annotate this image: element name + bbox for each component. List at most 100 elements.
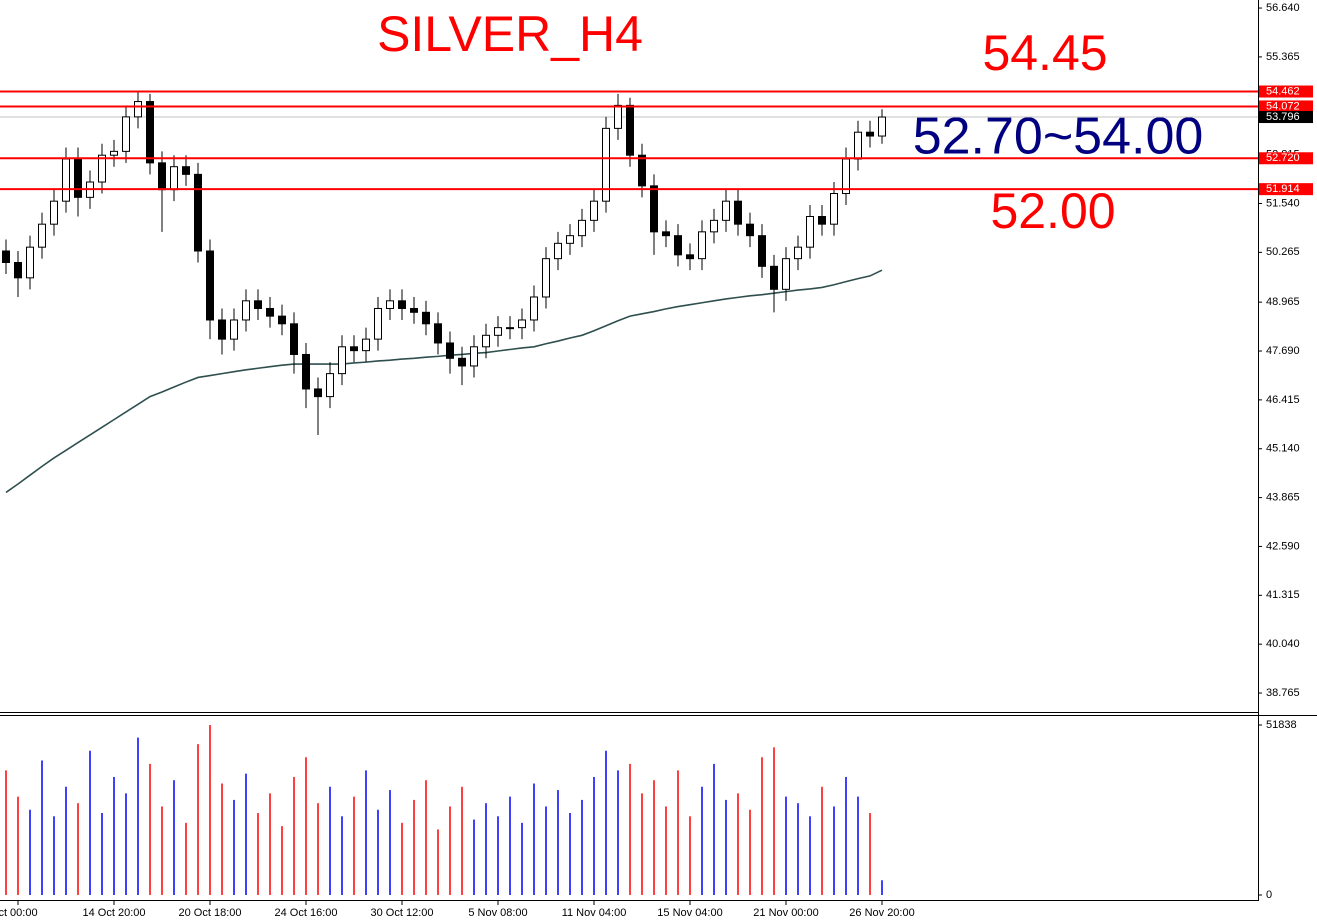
chart-title: SILVER_H4: [377, 6, 643, 62]
y-tick-label: 51.540: [1266, 197, 1300, 209]
candle-body: [158, 162, 166, 191]
candle-body: [458, 357, 466, 367]
candle-body: [374, 307, 382, 340]
candle-body: [326, 373, 334, 398]
level-label: 51.914: [1266, 183, 1300, 195]
candle-body: [362, 338, 370, 352]
candle-body: [182, 166, 190, 175]
candle-body: [674, 235, 682, 256]
candle-body: [566, 235, 574, 244]
candle-body: [494, 327, 502, 336]
y-tick-label: 42.590: [1266, 540, 1300, 552]
x-tick-label: 21 Nov 00:00: [753, 907, 818, 919]
y-tick-label: 45.140: [1266, 443, 1300, 455]
level-label: 54.072: [1266, 100, 1300, 112]
candle-body: [554, 242, 562, 260]
candle-body: [146, 101, 154, 164]
level-label-box: [1259, 152, 1313, 165]
annotation: 52.00: [990, 183, 1115, 239]
candle-body: [854, 131, 862, 160]
candle-body: [290, 323, 298, 355]
candle-body: [338, 346, 346, 375]
x-tick-label: 24 Oct 16:00: [275, 907, 338, 919]
candle-body: [710, 219, 718, 233]
candle-body: [206, 250, 214, 321]
candle-body: [170, 166, 178, 191]
candle-body: [698, 231, 706, 260]
candle-body: [26, 246, 34, 279]
candle-body: [74, 158, 82, 198]
candle-body: [818, 216, 826, 225]
volume-tick-label: 51838: [1266, 719, 1297, 731]
current-price-label: 53.796: [1266, 111, 1300, 123]
candle-body: [134, 101, 142, 118]
x-tick-label: 5 Nov 08:00: [468, 907, 527, 919]
candle-body: [506, 327, 514, 330]
x-tick-label: ct 00:00: [0, 907, 38, 919]
candle-body: [614, 104, 622, 129]
candle-body: [686, 254, 694, 260]
level-label: 52.720: [1266, 152, 1300, 164]
candle-body: [242, 300, 250, 321]
level-label-box: [1259, 85, 1313, 98]
current-price-box: [1259, 111, 1313, 124]
candle-body: [770, 265, 778, 290]
candle-body: [398, 300, 406, 309]
level-label-box: [1259, 183, 1313, 196]
candle-body: [794, 246, 802, 260]
candle-body: [638, 154, 646, 187]
candle-body: [758, 235, 766, 267]
candle-body: [266, 307, 274, 317]
y-tick-label: 56.640: [1266, 2, 1300, 14]
candle-body: [62, 158, 70, 202]
candle-body: [734, 200, 742, 225]
candle-body: [470, 346, 478, 367]
candle-body: [662, 231, 670, 237]
y-tick-label: 43.865: [1266, 492, 1300, 504]
candle-body: [278, 315, 286, 325]
candle-body: [386, 300, 394, 309]
x-tick-label: 15 Nov 04:00: [657, 907, 722, 919]
y-tick-label: 48.965: [1266, 296, 1300, 308]
candle-body: [482, 334, 490, 348]
volume-tick-label: 0: [1266, 889, 1272, 901]
candle-body: [122, 116, 130, 152]
y-tick-label: 50.265: [1266, 246, 1300, 258]
candle-body: [254, 300, 262, 309]
candle-body: [14, 261, 22, 279]
candle-body: [314, 388, 322, 398]
candle-body: [98, 154, 106, 183]
y-tick-label: 40.040: [1266, 638, 1300, 650]
candle-body: [230, 319, 238, 340]
y-tick-label: 41.315: [1266, 589, 1300, 601]
candle-body: [722, 200, 730, 221]
y-tick-label: 38.765: [1266, 687, 1300, 699]
candle-body: [878, 116, 886, 137]
candle-body: [806, 216, 814, 248]
candle-body: [50, 200, 58, 225]
candle-body: [746, 223, 754, 237]
x-tick-label: 26 Nov 20:00: [849, 907, 914, 919]
candle-body: [302, 353, 310, 390]
candle-body: [602, 127, 610, 202]
candle-body: [650, 185, 658, 233]
y-tick-label: 55.365: [1266, 51, 1300, 63]
candle-body: [782, 258, 790, 290]
annotation: 54.45: [982, 25, 1107, 81]
candle-body: [38, 223, 46, 248]
moving-average: [5, 269, 883, 494]
level-label: 54.462: [1266, 85, 1300, 97]
candle-body: [194, 173, 202, 252]
candle-body: [434, 323, 442, 344]
candle-body: [446, 342, 454, 359]
candle-body: [530, 296, 538, 321]
candle-body: [542, 258, 550, 298]
x-tick-label: 20 Oct 18:00: [179, 907, 242, 919]
candle-body: [590, 200, 598, 221]
candle-body: [866, 131, 874, 137]
candle-body: [2, 250, 10, 263]
candle-body: [422, 311, 430, 325]
